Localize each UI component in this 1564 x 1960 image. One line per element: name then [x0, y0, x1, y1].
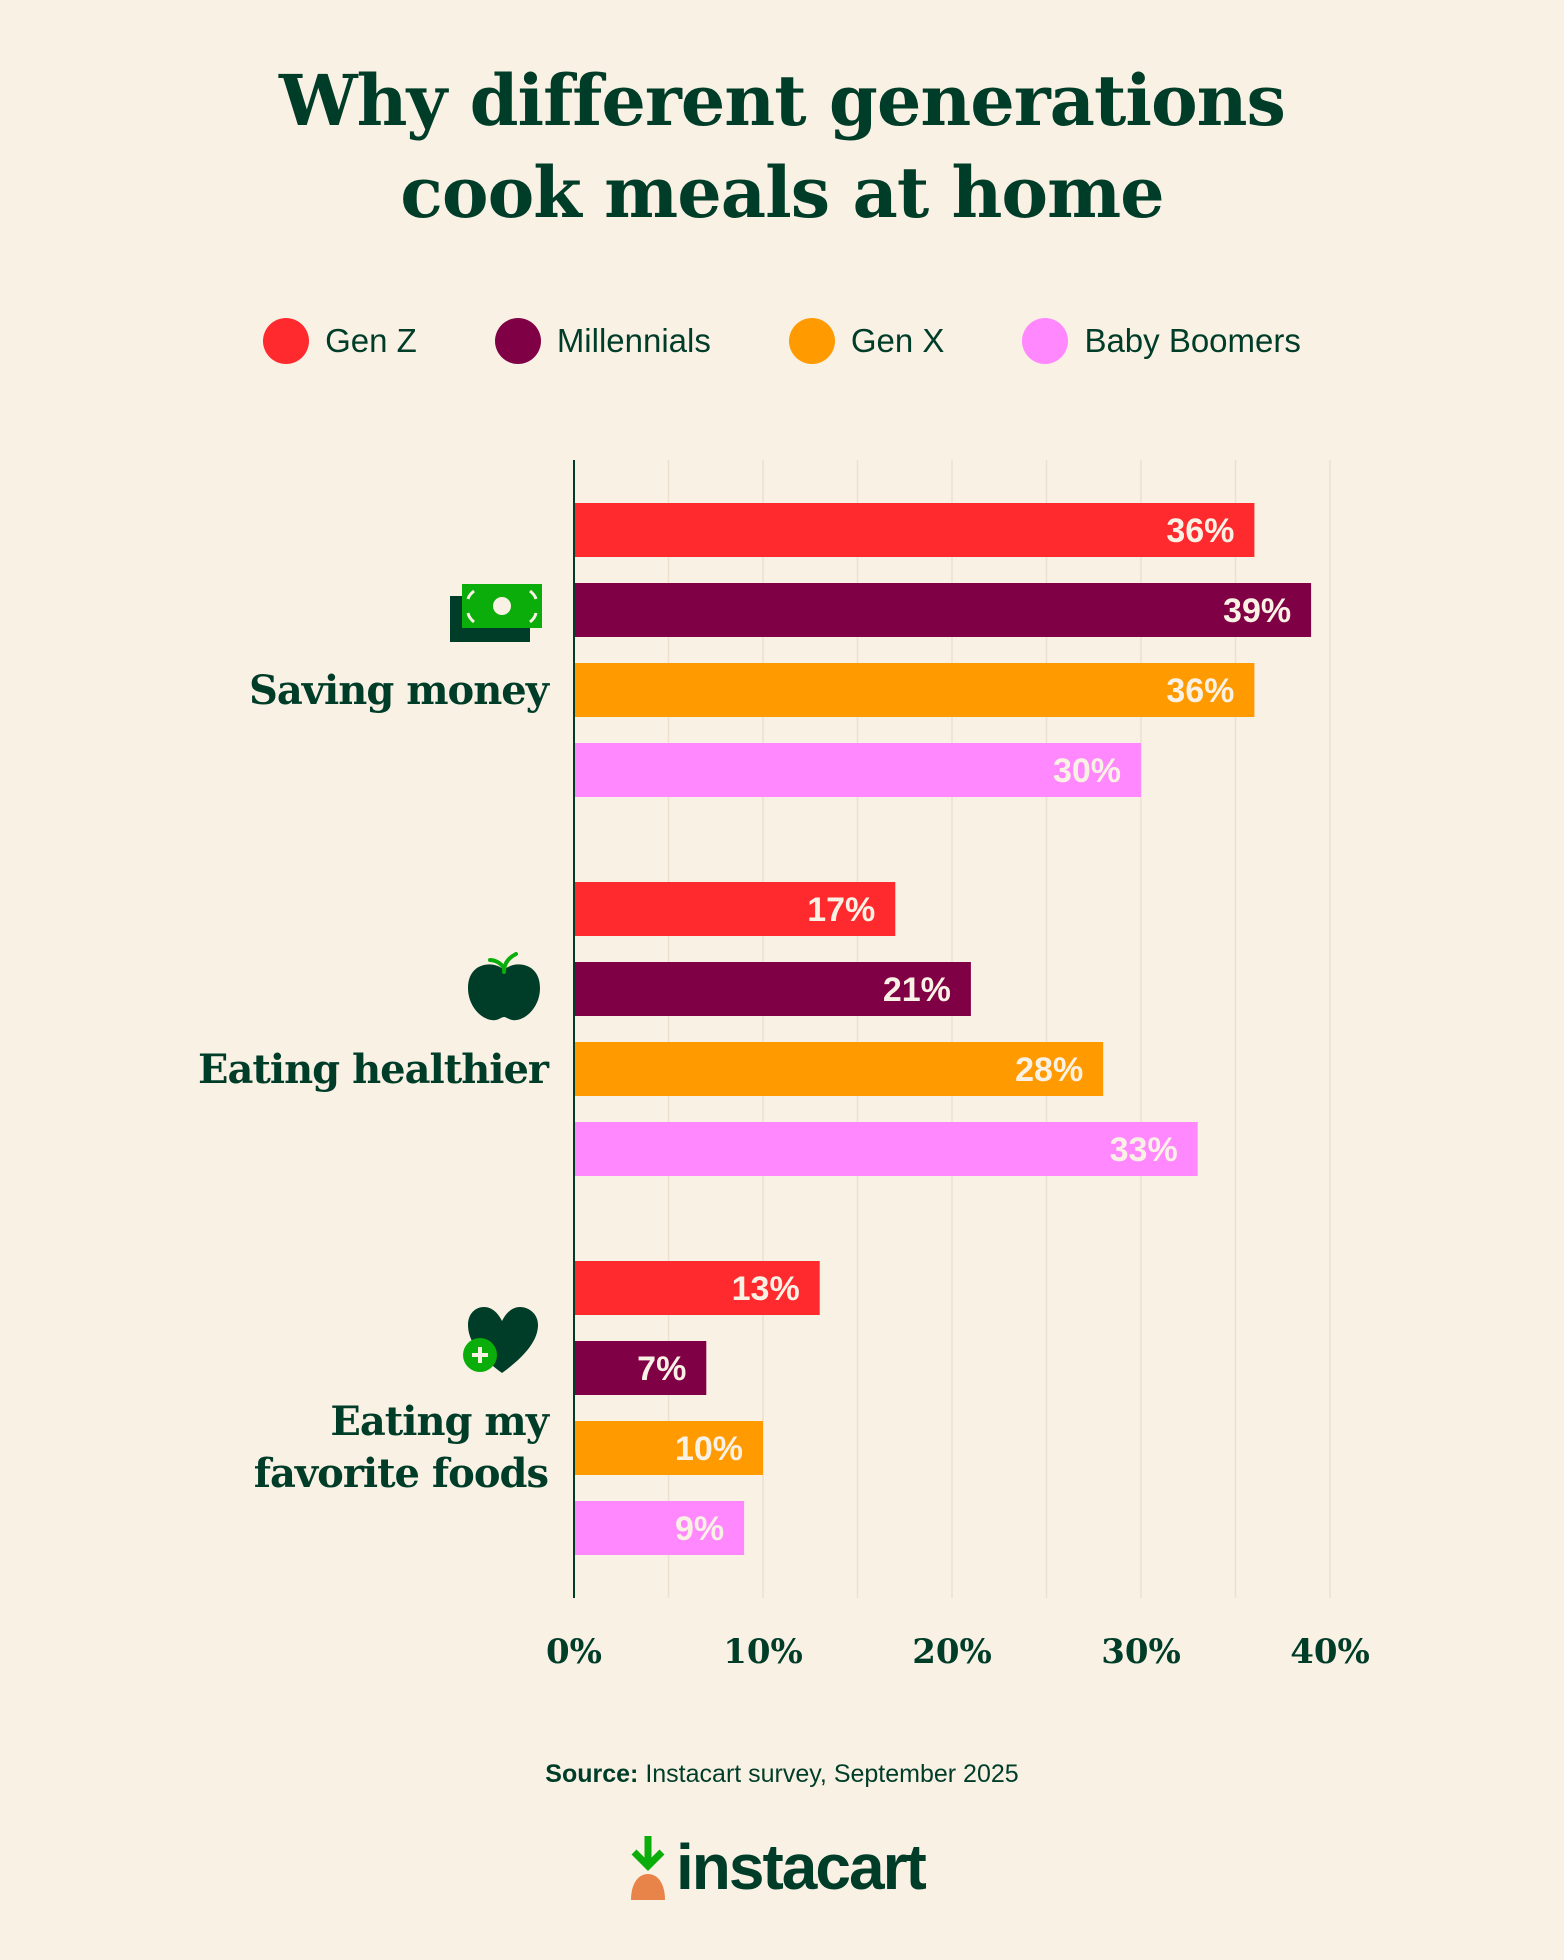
data-label: 39% — [1223, 592, 1291, 630]
legend-item-baby-boomers: Baby Boomers — [1022, 318, 1301, 364]
category-label-line: Eating healthier — [198, 1046, 549, 1093]
legend-swatch — [788, 318, 835, 364]
bar — [575, 1421, 763, 1475]
logo-text: instacart — [676, 1831, 927, 1903]
x-tick-label: 20% — [912, 1632, 992, 1672]
x-tick-label: 0% — [546, 1632, 602, 1672]
heart-plus-icon — [463, 1307, 538, 1373]
chart-title: Why different generations cook meals at … — [0, 55, 1564, 239]
title-line: Why different generations — [279, 59, 1286, 142]
data-label: 7% — [637, 1350, 686, 1388]
instacart-logo: instacart — [628, 1831, 927, 1903]
x-tick-label: 10% — [723, 1632, 803, 1672]
carrot-logo-icon — [631, 1836, 665, 1900]
category-label-line: Saving money — [249, 667, 549, 714]
legend-label: Millennials — [556, 322, 711, 359]
legend-item-gen-z: Gen Z — [263, 318, 417, 364]
legend-swatch — [494, 318, 541, 364]
bar — [575, 663, 1255, 717]
title-line: cook meals at home — [400, 151, 1164, 234]
bar — [575, 583, 1312, 637]
x-tick-label: 30% — [1101, 1632, 1181, 1672]
legend-label: Gen X — [850, 322, 945, 359]
apple-icon — [468, 952, 540, 1021]
data-label: 28% — [1015, 1051, 1083, 1089]
data-label: 17% — [807, 891, 875, 929]
data-label: 30% — [1053, 752, 1121, 790]
category-label-saving-money: Saving money — [249, 665, 549, 717]
data-label: 21% — [883, 971, 951, 1009]
data-label: 36% — [1166, 672, 1234, 710]
legend: Gen Z Millennials Gen X Baby Boomers — [0, 318, 1564, 364]
data-label: 10% — [675, 1430, 743, 1468]
source-label: Source: — [545, 1760, 639, 1788]
category-label-line: favorite foods — [253, 1450, 549, 1497]
bar — [575, 1261, 820, 1315]
money-icon — [450, 584, 542, 642]
bar — [575, 1501, 745, 1555]
bar — [575, 743, 1141, 797]
legend-swatch — [263, 318, 310, 364]
x-tick-label: 40% — [1290, 1632, 1370, 1672]
bar — [575, 1341, 707, 1395]
bar — [575, 882, 896, 936]
legend-label: Baby Boomers — [1084, 322, 1301, 359]
source-note: Source: Instacart survey, September 2025 — [0, 1760, 1564, 1789]
legend-swatch — [1022, 318, 1069, 364]
bar — [575, 1042, 1104, 1096]
legend-item-millennials: Millennials — [494, 318, 711, 364]
data-label: 13% — [732, 1270, 800, 1308]
category-label-line: Eating my — [330, 1398, 549, 1445]
category-label-eating-healthier: Eating healthier — [198, 1044, 549, 1096]
data-label: 36% — [1166, 512, 1234, 550]
source-text: Instacart survey, September 2025 — [638, 1760, 1019, 1788]
legend-label: Gen Z — [325, 322, 417, 359]
bar — [575, 962, 971, 1016]
data-label: 9% — [675, 1510, 724, 1548]
data-label: 33% — [1110, 1131, 1178, 1169]
bar — [575, 503, 1255, 557]
legend-item-gen-x: Gen X — [788, 318, 945, 364]
category-label-favorite-foods: Eating my favorite foods — [253, 1396, 549, 1500]
bar — [575, 1122, 1198, 1176]
